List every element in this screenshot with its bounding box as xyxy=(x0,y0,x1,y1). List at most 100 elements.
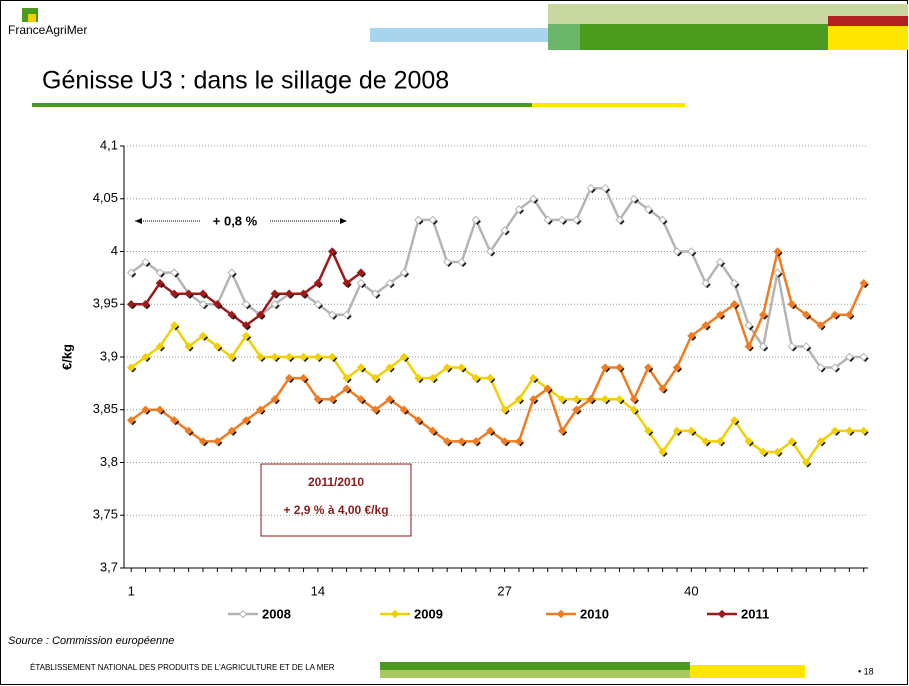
point-marker xyxy=(299,352,308,362)
point-marker xyxy=(241,300,251,309)
point-marker xyxy=(644,426,653,436)
data-point xyxy=(529,194,539,204)
data-point xyxy=(845,426,855,436)
point-marker xyxy=(442,257,452,267)
legend-marker xyxy=(556,609,566,619)
data-point xyxy=(572,215,582,225)
point-marker xyxy=(126,268,136,277)
data-point xyxy=(486,247,496,257)
point-marker xyxy=(184,342,193,351)
deco xyxy=(380,662,690,670)
point-marker xyxy=(629,194,639,203)
data-point xyxy=(787,342,797,352)
data-point xyxy=(629,405,639,415)
point-marker xyxy=(816,437,825,446)
point-marker xyxy=(529,394,538,404)
data-point xyxy=(715,257,726,268)
data-point xyxy=(198,437,208,447)
data-point xyxy=(658,447,668,457)
point-marker xyxy=(557,394,567,404)
point-marker xyxy=(600,183,610,193)
point-marker xyxy=(715,257,725,267)
point-marker xyxy=(227,352,236,362)
data-point xyxy=(284,289,295,299)
data-point xyxy=(687,426,697,436)
point-marker xyxy=(629,394,639,404)
logo-icon xyxy=(28,14,36,22)
data-point xyxy=(299,289,309,299)
point-marker xyxy=(241,321,251,330)
point-marker xyxy=(241,331,251,341)
point-marker xyxy=(126,300,136,309)
point-marker xyxy=(687,426,696,436)
data-point xyxy=(557,426,568,436)
y-tick-label: 4,1 xyxy=(100,137,118,152)
data-point xyxy=(399,268,410,278)
deco xyxy=(580,24,828,50)
data-point xyxy=(773,268,783,278)
point-marker xyxy=(313,394,323,404)
data-point xyxy=(514,205,524,215)
data-point xyxy=(744,321,754,331)
data-point xyxy=(514,394,524,405)
point-marker xyxy=(198,289,208,298)
data-point xyxy=(658,384,668,394)
data-point xyxy=(299,373,309,384)
data-point xyxy=(859,352,869,362)
point-marker xyxy=(399,268,409,277)
point-marker xyxy=(816,321,825,330)
data-point xyxy=(586,394,596,405)
data-point xyxy=(672,247,682,257)
data-point xyxy=(600,183,611,194)
data-point xyxy=(830,363,840,373)
deco xyxy=(370,28,550,42)
data-point xyxy=(687,331,697,341)
y-tick-label: 3,8 xyxy=(100,454,118,469)
point-marker xyxy=(356,394,366,404)
series-line xyxy=(130,251,865,443)
point-marker xyxy=(155,278,165,288)
legend-marker xyxy=(717,609,727,619)
data-point xyxy=(198,289,208,299)
point-marker xyxy=(428,215,438,225)
point-marker xyxy=(830,363,840,372)
point-marker xyxy=(328,247,337,256)
point-marker xyxy=(457,363,466,372)
point-marker xyxy=(672,363,682,372)
point-marker xyxy=(629,405,639,414)
data-point xyxy=(270,394,280,405)
data-point xyxy=(816,437,826,447)
point-marker xyxy=(514,437,524,446)
point-marker xyxy=(414,215,423,225)
data-point xyxy=(428,426,438,436)
point-marker xyxy=(701,321,710,330)
data-point xyxy=(385,394,395,405)
point-marker xyxy=(284,352,294,362)
point-marker xyxy=(126,416,136,425)
point-marker xyxy=(141,300,150,309)
point-marker xyxy=(486,247,495,256)
arrow-head xyxy=(135,218,142,224)
point-marker xyxy=(356,278,366,288)
point-marker xyxy=(744,342,753,351)
point-marker xyxy=(328,310,337,320)
point-marker xyxy=(543,384,552,393)
deco xyxy=(548,4,908,24)
data-point xyxy=(184,426,194,436)
data-point xyxy=(342,373,352,384)
series-line xyxy=(130,323,864,465)
data-point xyxy=(126,416,137,426)
point-marker xyxy=(198,300,208,309)
data-point xyxy=(227,426,237,436)
data-point xyxy=(256,310,266,320)
data-point xyxy=(471,215,481,225)
point-marker xyxy=(730,278,739,288)
data-point xyxy=(141,352,151,362)
data-point xyxy=(543,384,553,394)
point-marker xyxy=(213,342,222,351)
point-marker xyxy=(758,310,768,320)
point-marker xyxy=(356,363,366,372)
point-marker xyxy=(687,247,696,256)
point-marker xyxy=(126,363,136,372)
data-point xyxy=(328,394,338,405)
